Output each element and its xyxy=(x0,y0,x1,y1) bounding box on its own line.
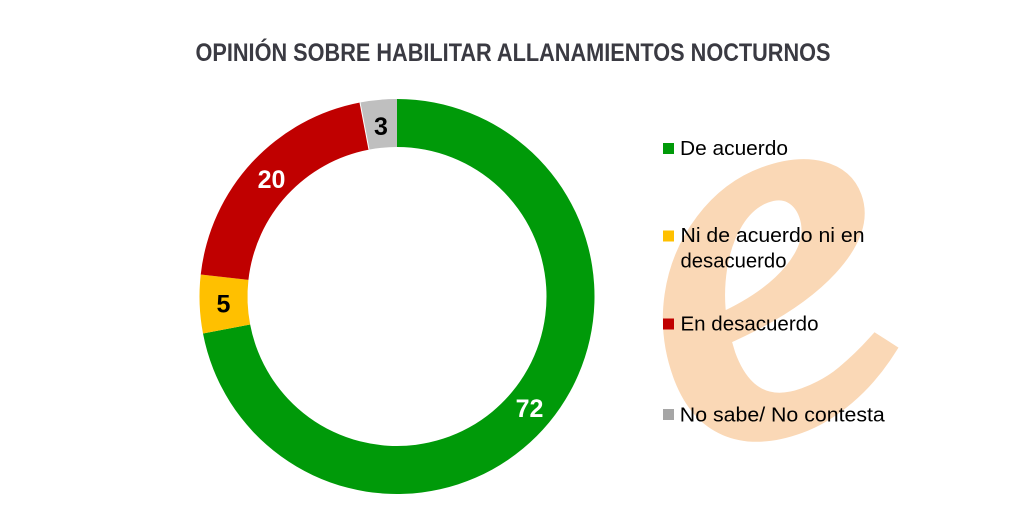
svg-text:desacuerdo: desacuerdo xyxy=(681,251,787,273)
svg-text:OPINIÓN SOBRE HABILITAR ALLANA: OPINIÓN SOBRE HABILITAR ALLANAMIENTOS NO… xyxy=(196,37,831,67)
svg-text:En desacuerdo: En desacuerdo xyxy=(681,314,819,336)
svg-text:De acuerdo: De acuerdo xyxy=(680,138,788,160)
svg-text:No sabe/ No contesta: No sabe/ No contesta xyxy=(680,404,886,426)
svg-text:20: 20 xyxy=(258,166,286,194)
svg-text:5: 5 xyxy=(217,291,231,319)
svg-text:3: 3 xyxy=(374,113,388,141)
svg-text:72: 72 xyxy=(516,395,544,423)
svg-text:Ni de acuerdo ni en: Ni de acuerdo ni en xyxy=(681,225,865,247)
